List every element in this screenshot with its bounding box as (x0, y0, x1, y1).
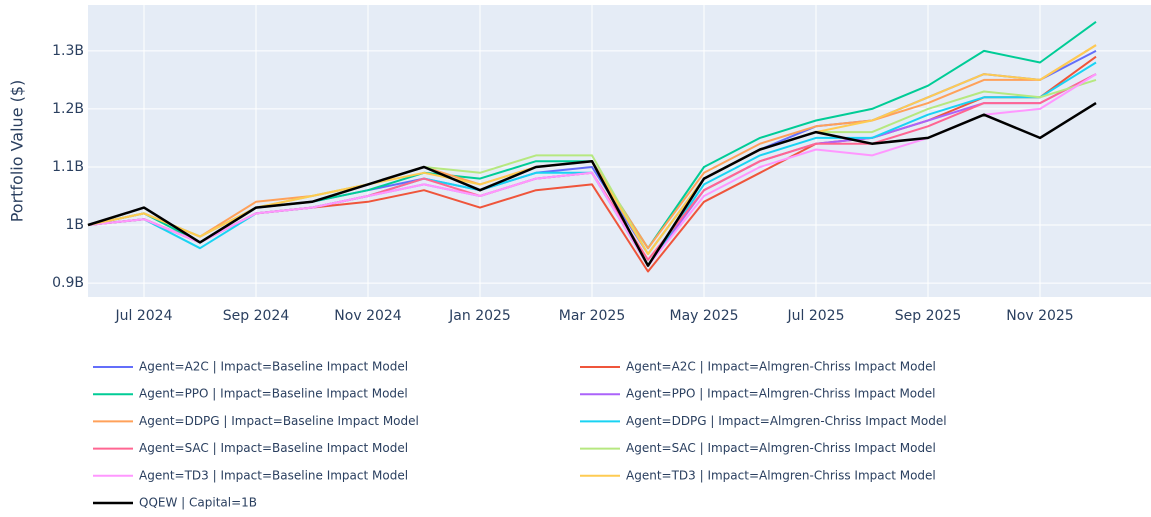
legend-label: Agent=PPO | Impact=Baseline Impact Model (139, 387, 408, 401)
legend-label: QQEW | Capital=1B (139, 496, 257, 510)
legend-label: Agent=TD3 | Impact=Almgren-Chriss Impact… (626, 468, 936, 482)
x-tick-label: Nov 2024 (334, 308, 401, 324)
legend-label: Agent=PPO | Impact=Almgren-Chriss Impact… (626, 387, 935, 401)
x-tick-label: Mar 2025 (559, 308, 626, 324)
y-tick-label: 1B (65, 217, 84, 233)
legend-label: Agent=SAC | Impact=Baseline Impact Model (139, 441, 408, 455)
y-tick-label: 1.3B (52, 43, 84, 59)
y-tick-label: 1.1B (52, 159, 84, 175)
x-tick-label: Nov 2025 (1006, 308, 1073, 324)
legend-label: Agent=SAC | Impact=Almgren-Chriss Impact… (626, 441, 936, 455)
x-tick-label: Jul 2024 (115, 308, 173, 324)
x-tick-label: Jan 2025 (448, 308, 511, 324)
legend-label: Agent=A2C | Impact=Almgren-Chriss Impact… (626, 360, 936, 374)
y-tick-label: 1.2B (52, 101, 84, 117)
y-axis-title: Portfolio Value ($) (8, 80, 27, 223)
legend-label: Agent=DDPG | Impact=Almgren-Chriss Impac… (626, 414, 947, 428)
x-tick-label: Sep 2024 (223, 308, 290, 324)
legend-label: Agent=A2C | Impact=Baseline Impact Model (139, 360, 408, 374)
y-tick-label: 0.9B (52, 275, 84, 291)
x-tick-label: Jul 2025 (787, 308, 845, 324)
legend-label: Agent=TD3 | Impact=Baseline Impact Model (139, 468, 408, 482)
x-tick-label: Sep 2025 (895, 308, 961, 324)
legend-label: Agent=DDPG | Impact=Baseline Impact Mode… (139, 414, 419, 428)
x-tick-label: May 2025 (669, 308, 738, 324)
series-line (87, 102, 1097, 267)
plot-background (88, 5, 1151, 297)
